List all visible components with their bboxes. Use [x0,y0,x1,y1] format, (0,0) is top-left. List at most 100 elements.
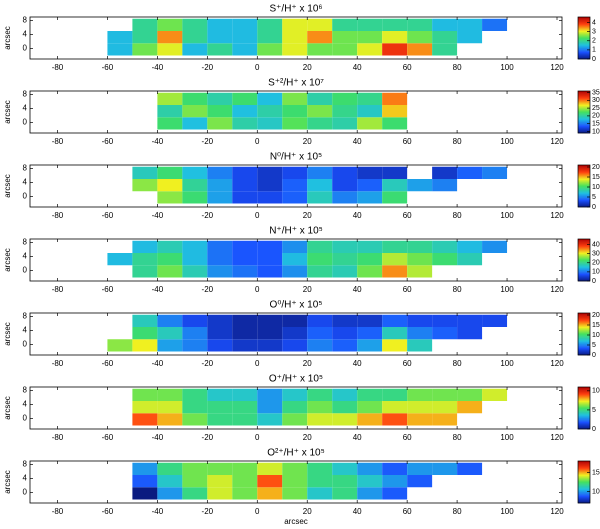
cell [157,413,183,426]
cell [357,166,383,179]
cell [257,327,283,340]
cell [432,18,458,31]
cell [382,314,408,327]
x-tick-label: -20 [202,211,214,220]
cell [232,253,258,266]
colorbar-step [578,405,590,408]
cell [132,18,158,31]
cell [357,179,383,192]
cell [207,401,233,414]
colorbar-label: 25 [592,105,600,112]
colorbar-step [578,51,590,53]
colorbar-step [578,415,590,417]
cell [332,413,358,426]
cell [182,191,208,204]
colorbar-step [578,26,590,28]
colorbar-step [578,464,590,466]
cell [357,92,383,105]
cell [332,105,358,118]
colorbar-step [578,409,590,411]
colorbar-frame [577,16,591,60]
cell [282,166,308,179]
colorbar-step [578,414,590,416]
panel-title: O⁺/H⁺ x 10⁵ [269,374,323,385]
colorbar-label: 30 [592,250,600,257]
cell [382,413,408,426]
x-tick-label: 100 [500,137,514,146]
x-tick-label: 120 [550,507,564,516]
cell [307,253,333,266]
cell [332,314,358,327]
cell [207,166,233,179]
colorbar-step [578,205,590,208]
cell [182,327,208,340]
cell [132,43,158,56]
colorbar-step [578,103,590,105]
colorbar-step [578,18,590,20]
cell [282,475,308,488]
cell [307,475,333,488]
cell [407,475,433,488]
colorbar-step [578,337,590,339]
cell [132,179,158,192]
cell [382,179,408,192]
y-tick-label: 0 [23,488,28,497]
y-axis-label: arcsec [3,470,12,494]
colorbar-step [578,395,590,397]
cell [157,487,183,500]
colorbar-step [578,39,590,41]
colorbar-step [578,195,590,197]
cell [132,314,158,327]
cell [382,339,408,352]
cell [157,265,183,278]
cell [382,92,408,105]
colorbar-step [578,33,590,36]
colorbar-step [578,23,590,25]
colorbar-step [578,400,590,402]
cell [157,339,183,352]
cell [382,253,408,266]
colorbar-step [578,244,590,246]
colorbar-step [578,349,590,352]
cell [307,92,333,105]
colorbar-step [578,20,590,22]
x-tick-label: 40 [353,137,362,146]
colorbar-step [578,323,590,325]
x-tick-label: 40 [353,285,362,294]
cell [307,105,333,118]
colorbar-step [578,387,590,389]
colorbar-label: 0 [592,56,596,63]
colorbar-step [578,471,590,473]
colorbar-step [578,40,590,42]
x-tick-label: -40 [152,137,164,146]
colorbar-step [578,273,590,275]
colorbar-step [578,168,590,170]
cell [257,388,283,401]
cell [282,401,308,414]
cell [307,43,333,56]
cell [482,388,508,401]
x-tick-label: -60 [102,359,114,368]
cell [182,31,208,44]
cell [357,191,383,204]
x-tick-label: 120 [550,63,564,72]
colorbar-step [578,468,590,470]
cell [232,191,258,204]
colorbar-label: 20 [592,312,600,319]
colorbar-step [578,172,590,174]
cell [332,253,358,266]
cell [282,31,308,44]
colorbar-label: 10 [592,269,600,276]
cell [432,401,458,414]
x-tick-label: 120 [550,137,564,146]
colorbar-step [578,52,590,55]
colorbar-step [578,427,590,430]
cell [382,31,408,44]
colorbar-step [578,114,590,116]
x-tick-label: 120 [550,285,564,294]
x-tick-label: 80 [453,507,462,516]
cell [182,462,208,475]
colorbar-label: 0 [592,426,596,433]
colorbar-step [578,254,590,257]
colorbar-step [578,196,590,198]
